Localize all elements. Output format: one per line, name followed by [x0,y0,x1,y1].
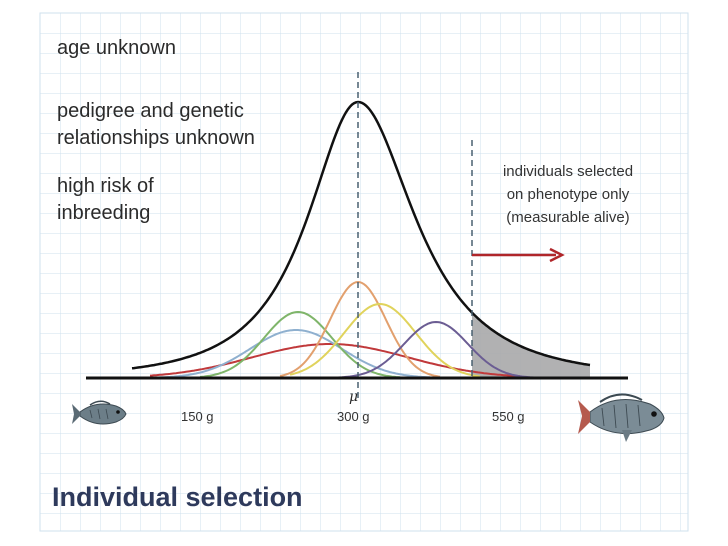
subpopulation-curve-yellow [289,302,481,378]
subpopulation-curve-blue [149,329,431,379]
subpopulation-curve-purple [329,320,540,379]
graph-paper-background [40,13,688,531]
subpopulation-curve-orange [279,280,441,378]
note-age-unknown: age unknown [57,37,176,59]
tick-label-300g: 300 g [337,409,370,424]
note-pedigree-line1: pedigree and genetic [57,100,244,122]
note-pedigree-line2: relationships unknown [57,127,255,149]
large-fish-icon [578,393,665,442]
overall-distribution-curve [131,100,591,370]
subpopulation-curve-green [199,310,401,379]
graph-paper-border [39,12,689,532]
selection-note-line1: individuals selected [502,163,634,180]
mean-symbol: μ [349,389,359,405]
selected-tail-area [472,312,590,378]
tick-label-550g: 550 g [492,409,525,424]
note-inbreeding-line2: inbreeding [57,202,151,224]
selection-arrow [472,247,565,263]
note-inbreeding-line1: high risk of [57,175,154,197]
slide-title: Individual selection [52,482,303,512]
selection-note-line3: (measurable alive) [506,209,630,226]
small-fish-icon [72,400,127,425]
tick-label-150g: 150 g [181,409,214,424]
selection-note-line2: on phenotype only [506,186,630,203]
